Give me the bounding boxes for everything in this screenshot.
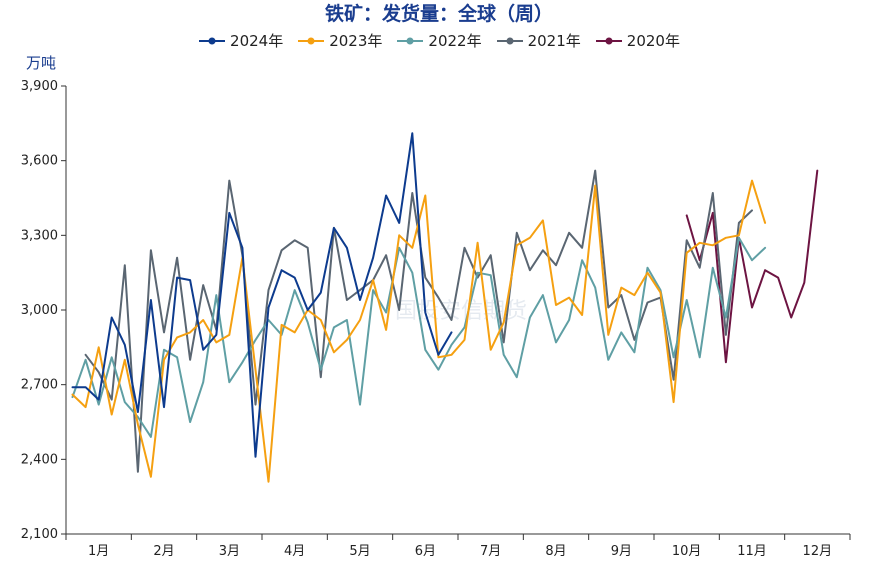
legend-swatch bbox=[397, 37, 424, 44]
x-tick-label: 11月 bbox=[737, 544, 767, 559]
legend-swatch bbox=[298, 37, 325, 44]
x-tick-label: 2月 bbox=[153, 544, 174, 559]
x-tick-label: 8月 bbox=[545, 544, 566, 559]
series-line-2022 bbox=[71, 236, 767, 438]
series-line-2024 bbox=[71, 132, 453, 458]
x-tick-label: 4月 bbox=[284, 544, 305, 559]
y-axis-label: 万吨 bbox=[26, 54, 57, 72]
legend-item-2023: 2023年 bbox=[297, 30, 382, 51]
legend-label: 2021年 bbox=[527, 32, 581, 50]
y-tick-label: 3,600 bbox=[21, 154, 58, 169]
x-tick-label: 10月 bbox=[672, 544, 702, 559]
legend-label: 2022年 bbox=[428, 32, 482, 50]
y-tick-label: 3,300 bbox=[21, 228, 58, 243]
x-tick-label: 9月 bbox=[611, 544, 632, 559]
y-tick-label: 2,700 bbox=[21, 378, 58, 393]
axes: 2,100 2,400 2,700 3,000 3,300 3,600 3,900 1月 2月 3… bbox=[21, 79, 851, 559]
y-tick-label: 2,400 bbox=[21, 452, 58, 467]
x-tick-label: 7月 bbox=[480, 544, 501, 559]
y-tick-label: 3,900 bbox=[21, 79, 58, 94]
legend-item-2021: 2021年 bbox=[496, 30, 581, 51]
x-tick-label: 12月 bbox=[803, 544, 833, 559]
legend: 2024年 2023年 2022年 2021年 2020年 bbox=[0, 30, 878, 51]
series-line-2020 bbox=[685, 169, 819, 364]
legend-label: 2023年 bbox=[329, 32, 383, 50]
series-lines bbox=[71, 132, 819, 483]
y-tick-label: 3,000 bbox=[21, 303, 58, 318]
legend-swatch bbox=[496, 37, 523, 44]
x-tick-label: 3月 bbox=[219, 544, 240, 559]
legend-label: 2020年 bbox=[626, 32, 680, 50]
legend-swatch bbox=[595, 37, 622, 44]
x-tick-label: 1月 bbox=[88, 544, 109, 559]
x-tick-label: 5月 bbox=[349, 544, 370, 559]
legend-item-2020: 2020年 bbox=[595, 30, 680, 51]
y-tick-label: 2,100 bbox=[21, 527, 58, 542]
legend-item-2024: 2024年 bbox=[198, 30, 283, 51]
legend-label: 2024年 bbox=[230, 32, 284, 50]
chart-title: 铁矿：发货量：全球（周） bbox=[324, 3, 553, 25]
legend-swatch bbox=[199, 37, 226, 44]
x-tick-label: 6月 bbox=[415, 544, 436, 559]
legend-item-2022: 2022年 bbox=[396, 30, 482, 51]
